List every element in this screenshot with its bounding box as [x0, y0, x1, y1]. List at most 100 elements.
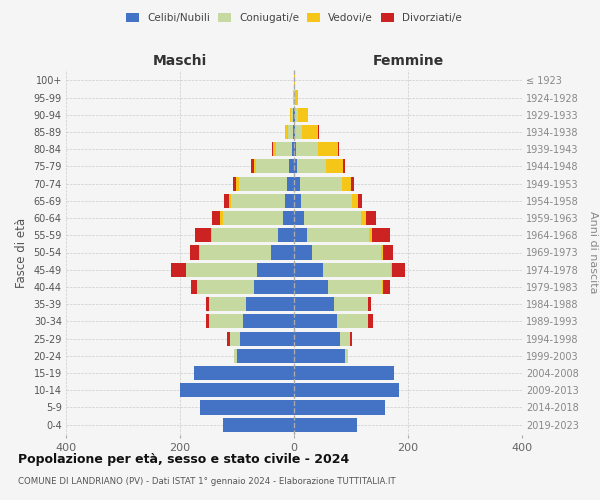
Bar: [240, 332, 294, 345]
Bar: [286, 194, 294, 208]
Bar: [294, 194, 301, 208]
Bar: [242, 314, 294, 328]
Bar: [326, 160, 343, 173]
Y-axis label: Anni di nascita: Anni di nascita: [589, 211, 598, 294]
Bar: [343, 176, 351, 190]
Bar: [239, 176, 287, 190]
Bar: [289, 160, 294, 173]
Bar: [294, 211, 304, 225]
Bar: [350, 332, 352, 345]
Bar: [294, 383, 400, 398]
Bar: [294, 228, 307, 242]
Bar: [206, 297, 209, 311]
Bar: [220, 211, 223, 225]
Text: Femmine: Femmine: [373, 54, 443, 68]
Bar: [200, 400, 294, 414]
Bar: [312, 246, 380, 260]
Bar: [301, 194, 352, 208]
Bar: [368, 297, 371, 311]
Bar: [212, 228, 278, 242]
Bar: [334, 297, 368, 311]
Bar: [294, 125, 295, 139]
Bar: [172, 262, 186, 277]
Bar: [369, 228, 372, 242]
Legend: Celibi/Nubili, Coniugati/e, Vedovi/e, Divorziati/e: Celibi/Nubili, Coniugati/e, Vedovi/e, Di…: [126, 13, 462, 24]
Bar: [343, 160, 346, 173]
Bar: [307, 228, 369, 242]
Bar: [234, 348, 237, 363]
Bar: [294, 90, 295, 104]
Bar: [257, 262, 294, 277]
Bar: [294, 314, 337, 328]
Bar: [199, 246, 200, 260]
Bar: [328, 280, 382, 294]
Bar: [271, 246, 294, 260]
Bar: [254, 160, 256, 173]
Bar: [289, 125, 293, 139]
Bar: [294, 348, 346, 363]
Bar: [223, 211, 283, 225]
Bar: [286, 125, 289, 139]
Bar: [229, 194, 232, 208]
Bar: [294, 332, 340, 345]
Bar: [227, 332, 230, 345]
Bar: [191, 280, 197, 294]
Bar: [212, 211, 220, 225]
Bar: [340, 332, 350, 345]
Bar: [296, 142, 318, 156]
Bar: [291, 108, 293, 122]
Bar: [382, 280, 383, 294]
Bar: [372, 228, 391, 242]
Bar: [337, 314, 368, 328]
Text: Maschi: Maschi: [153, 54, 207, 68]
Bar: [294, 297, 334, 311]
Y-axis label: Fasce di età: Fasce di età: [15, 218, 28, 288]
Bar: [392, 262, 404, 277]
Bar: [304, 211, 361, 225]
Bar: [200, 246, 271, 260]
Bar: [294, 160, 298, 173]
Bar: [196, 228, 211, 242]
Bar: [295, 125, 302, 139]
Bar: [276, 142, 292, 156]
Bar: [206, 314, 209, 328]
Text: COMUNE DI LANDRIANO (PV) - Dati ISTAT 1° gennaio 2024 - Elaborazione TUTTITALIA.: COMUNE DI LANDRIANO (PV) - Dati ISTAT 1°…: [18, 478, 395, 486]
Bar: [236, 176, 239, 190]
Bar: [294, 262, 323, 277]
Bar: [251, 160, 254, 173]
Bar: [283, 211, 294, 225]
Bar: [180, 383, 294, 398]
Bar: [233, 176, 236, 190]
Bar: [223, 418, 294, 432]
Bar: [295, 108, 298, 122]
Bar: [190, 246, 199, 260]
Bar: [197, 280, 254, 294]
Bar: [294, 142, 296, 156]
Bar: [194, 366, 294, 380]
Bar: [186, 262, 257, 277]
Bar: [295, 90, 298, 104]
Bar: [323, 262, 391, 277]
Bar: [351, 176, 354, 190]
Bar: [380, 246, 383, 260]
Bar: [294, 176, 300, 190]
Bar: [391, 262, 392, 277]
Bar: [294, 280, 328, 294]
Bar: [361, 211, 366, 225]
Bar: [273, 142, 276, 156]
Bar: [368, 314, 373, 328]
Bar: [254, 280, 294, 294]
Bar: [366, 211, 376, 225]
Bar: [294, 418, 356, 432]
Bar: [346, 348, 348, 363]
Text: Popolazione per età, sesso e stato civile - 2024: Popolazione per età, sesso e stato civil…: [18, 452, 349, 466]
Bar: [383, 280, 391, 294]
Bar: [318, 142, 338, 156]
Bar: [358, 194, 362, 208]
Bar: [294, 246, 312, 260]
Bar: [211, 228, 212, 242]
Bar: [287, 176, 294, 190]
Bar: [300, 176, 343, 190]
Bar: [294, 400, 385, 414]
Bar: [383, 246, 393, 260]
